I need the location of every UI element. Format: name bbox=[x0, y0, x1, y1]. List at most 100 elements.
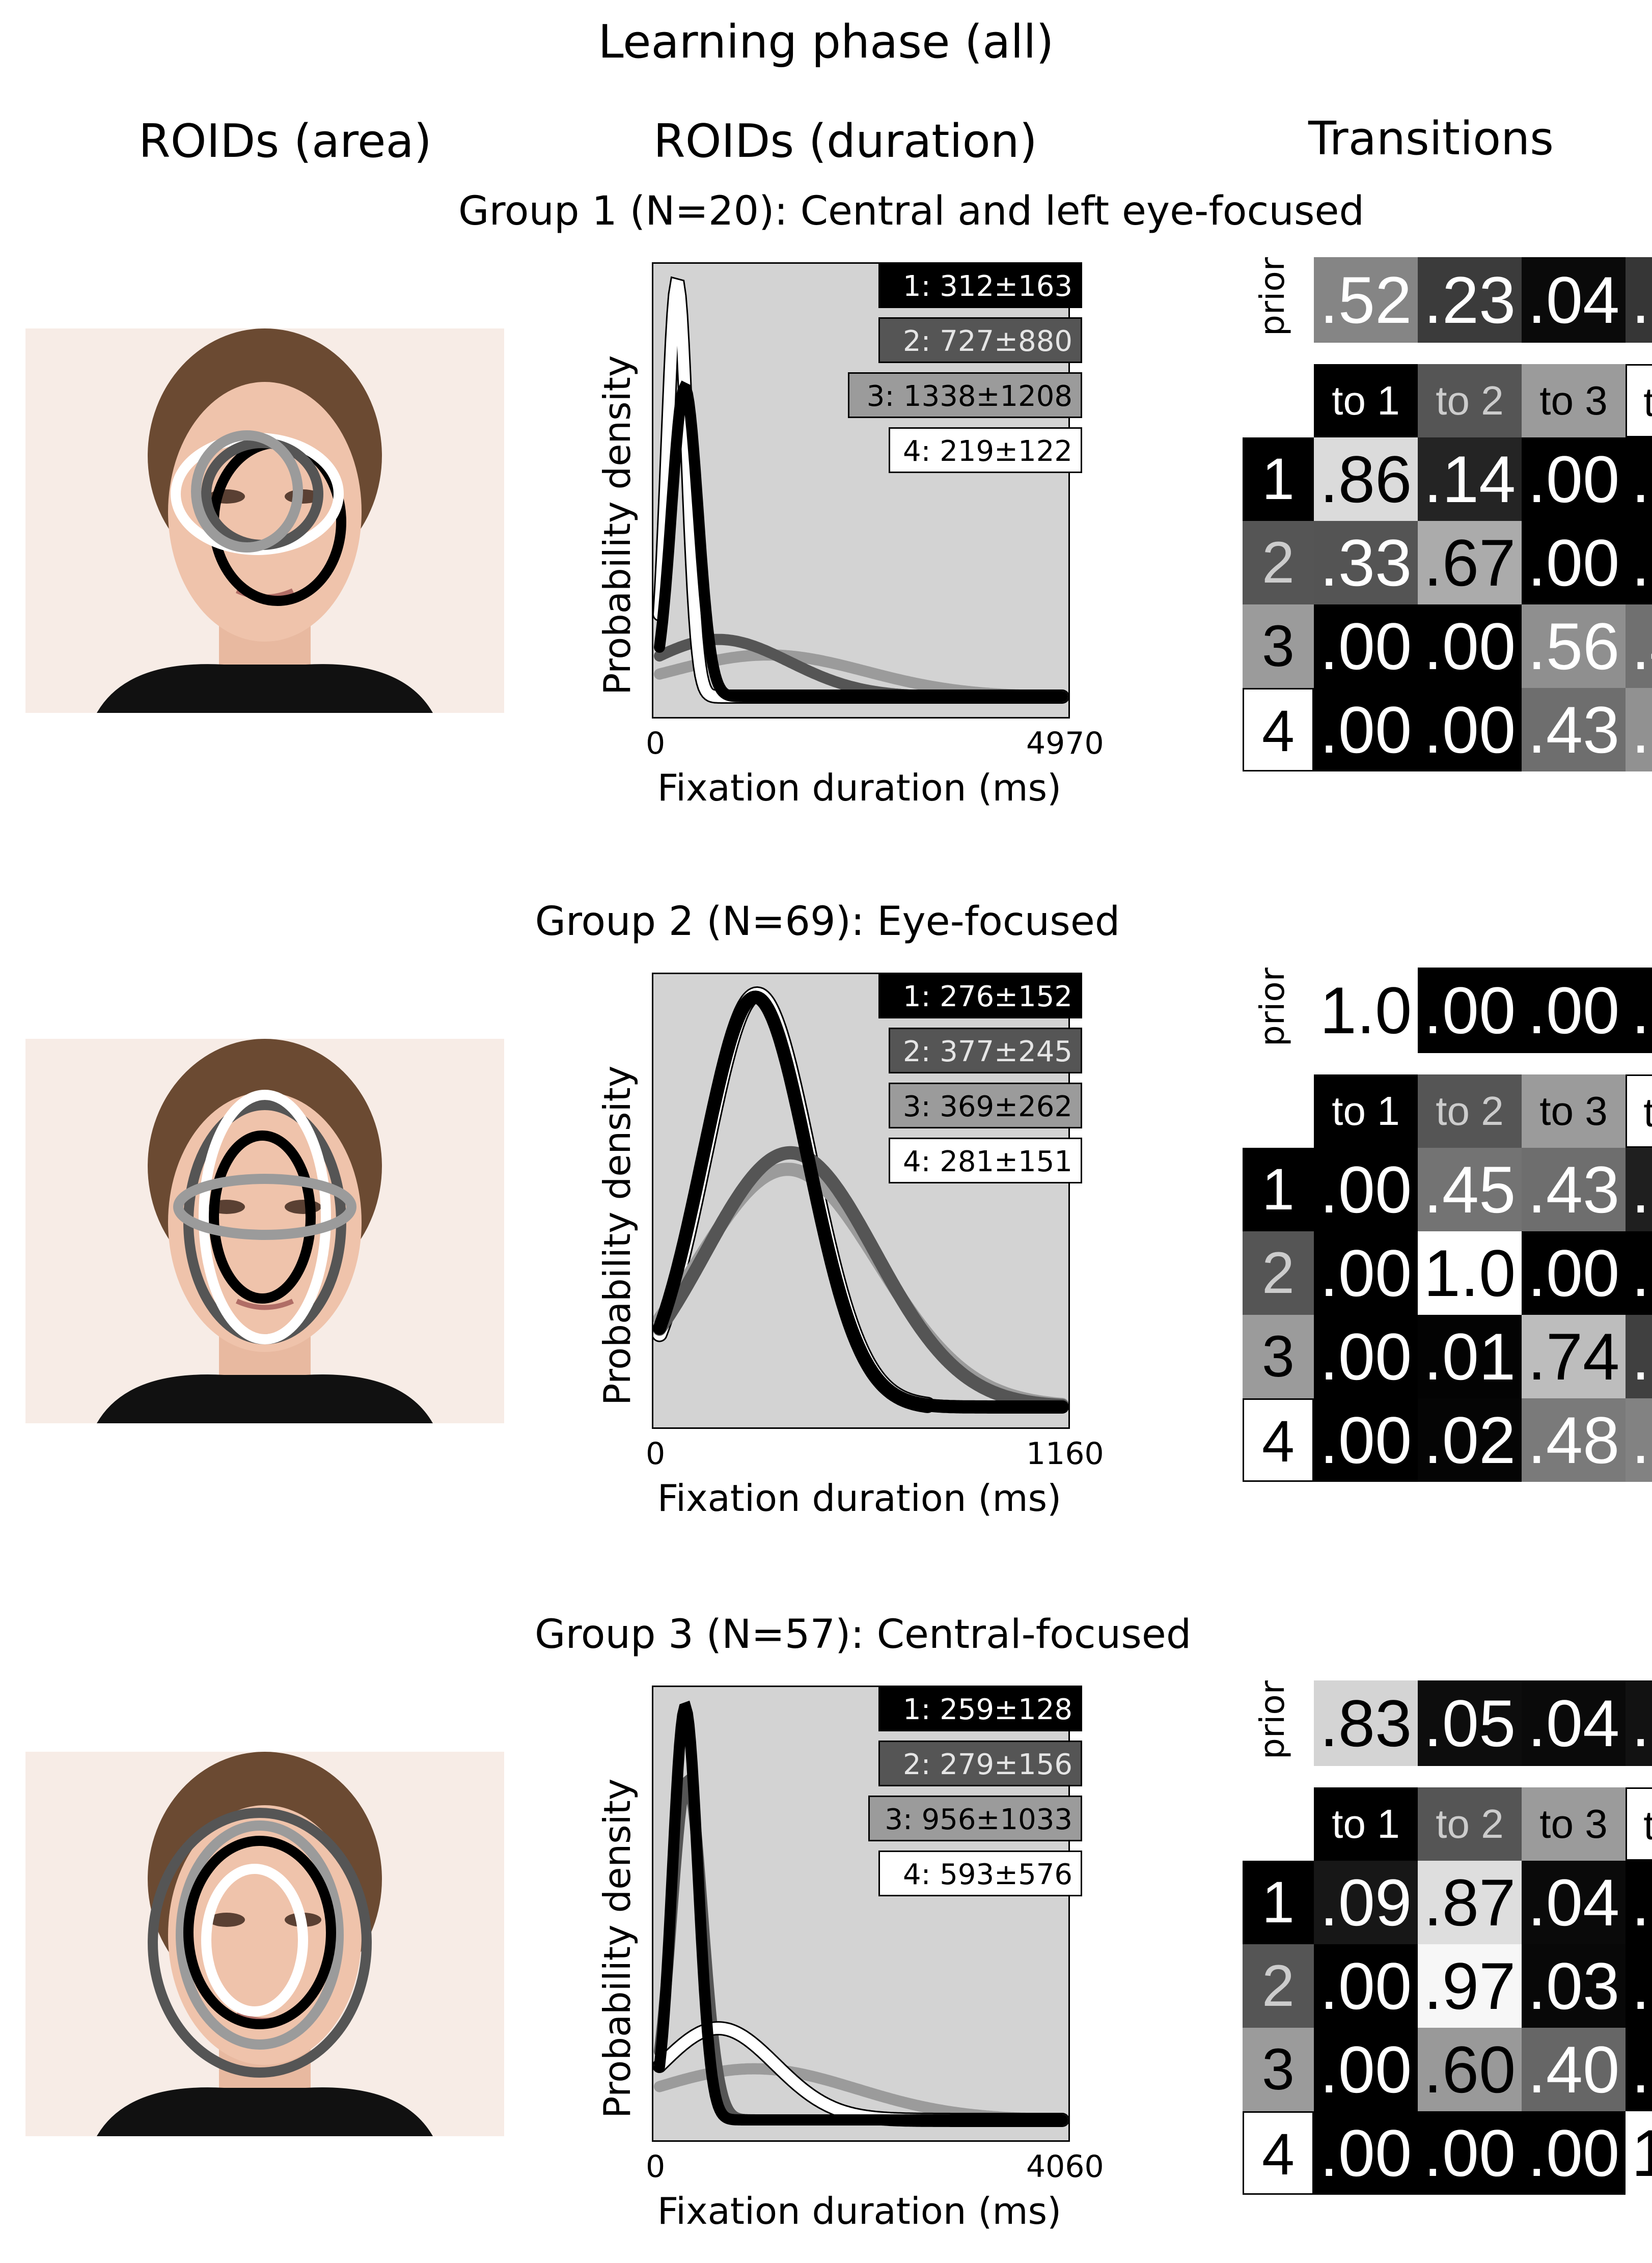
legend-entry-4: 4: 593±576 bbox=[878, 1851, 1082, 1896]
transition-cell: .00 bbox=[1314, 688, 1418, 771]
prior-cell-3: .04 bbox=[1522, 257, 1626, 343]
transition-row-label-4: 4 bbox=[1243, 1398, 1314, 1482]
transition-cell: .44 bbox=[1626, 604, 1652, 688]
transition-row-label-4: 4 bbox=[1243, 2111, 1314, 2195]
roi-ellipse-1 bbox=[209, 1130, 316, 1304]
density-curve-1 bbox=[654, 1700, 1068, 2126]
column-header-transitions: Transitions bbox=[1308, 112, 1554, 165]
density-curve-2 bbox=[653, 1146, 1068, 1412]
transition-cell: .00 bbox=[1626, 437, 1652, 521]
transition-cell: .00 bbox=[1418, 2111, 1522, 2195]
transition-header-1: to 1 bbox=[1314, 1074, 1418, 1148]
density-svg bbox=[653, 276, 1068, 704]
density-svg bbox=[653, 1700, 1068, 2127]
roi-ellipse-3 bbox=[176, 1820, 344, 2050]
legend-entry-4: 4: 281±151 bbox=[889, 1138, 1082, 1183]
transition-cell: .12 bbox=[1626, 1148, 1652, 1231]
x-tick-min: 0 bbox=[646, 726, 666, 761]
transition-header-3: to 3 bbox=[1522, 1787, 1626, 1861]
x-axis-label: Fixation duration (ms) bbox=[657, 2190, 1062, 2232]
legend-entry-1: 1: 259±128 bbox=[878, 1686, 1082, 1731]
legend-entry-1: 1: 312±163 bbox=[878, 262, 1082, 308]
roi-ellipse-3 bbox=[191, 430, 303, 553]
transition-cell: .04 bbox=[1522, 1861, 1626, 1944]
transition-header-1: to 1 bbox=[1314, 1787, 1418, 1861]
face-svg bbox=[97, 1752, 433, 2136]
transition-cell: .86 bbox=[1314, 437, 1418, 521]
transition-cell: .00 bbox=[1522, 2111, 1626, 2195]
transition-cell: .67 bbox=[1418, 521, 1522, 604]
shirt-shape bbox=[97, 2087, 433, 2136]
transition-row-label-1: 1 bbox=[1243, 1861, 1314, 1944]
face-image bbox=[25, 328, 504, 713]
density-svg bbox=[653, 986, 1068, 1414]
roi-ellipse-4 bbox=[201, 1864, 308, 2017]
legend-entry-3: 3: 956±1033 bbox=[868, 1796, 1082, 1841]
face-svg bbox=[97, 1039, 433, 1423]
roi-ellipse-1 bbox=[183, 1836, 336, 2029]
transition-cell: .87 bbox=[1418, 1861, 1522, 1944]
group-title: Group 2 (N=69): Eye-focused bbox=[535, 899, 1120, 945]
legend-entry-2: 2: 279±156 bbox=[878, 1741, 1082, 1786]
x-tick-max: 1160 bbox=[1026, 1436, 1104, 1472]
transition-cell: .74 bbox=[1522, 1315, 1626, 1398]
prior-cell-2: .23 bbox=[1418, 257, 1522, 343]
transition-cell: .01 bbox=[1418, 1315, 1522, 1398]
transition-row-label-3: 3 bbox=[1243, 1315, 1314, 1398]
transition-cell: .02 bbox=[1418, 1398, 1522, 1482]
legend-entry-2: 2: 727±880 bbox=[878, 317, 1082, 363]
transition-cell: .45 bbox=[1418, 1148, 1522, 1231]
x-axis-label: Fixation duration (ms) bbox=[657, 766, 1062, 809]
transition-cell: .00 bbox=[1314, 1148, 1418, 1231]
transition-cell: .43 bbox=[1522, 688, 1626, 771]
transition-cell: .00 bbox=[1626, 1944, 1652, 2028]
figure-title: Learning phase (all) bbox=[598, 15, 1054, 69]
x-tick-max: 4060 bbox=[1026, 2149, 1104, 2185]
transition-cell: .00 bbox=[1314, 1944, 1418, 2028]
transition-cell: .40 bbox=[1522, 2028, 1626, 2111]
x-tick-min: 0 bbox=[646, 2149, 666, 2185]
transition-cell: .14 bbox=[1418, 437, 1522, 521]
transition-cell: .03 bbox=[1522, 1944, 1626, 2028]
transition-header-2: to 2 bbox=[1418, 1074, 1522, 1148]
transition-cell: .60 bbox=[1418, 2028, 1522, 2111]
transition-row-label-2: 2 bbox=[1243, 1231, 1314, 1315]
transition-row-label-1: 1 bbox=[1243, 437, 1314, 521]
transition-cell: .51 bbox=[1626, 1398, 1652, 1482]
eye-shape bbox=[208, 1913, 245, 1927]
prior-label: prior bbox=[1253, 257, 1292, 336]
transition-cell: .00 bbox=[1522, 437, 1626, 521]
x-tick-max: 4970 bbox=[1026, 726, 1104, 761]
group-title: Group 3 (N=57): Central-focused bbox=[535, 1612, 1192, 1658]
x-axis-label: Fixation duration (ms) bbox=[657, 1477, 1062, 1520]
transition-cell: .09 bbox=[1314, 1861, 1418, 1944]
y-axis-label: Probability density bbox=[596, 1065, 639, 1405]
transition-cell: .00 bbox=[1314, 1315, 1418, 1398]
transition-cell: .00 bbox=[1418, 604, 1522, 688]
transition-cell: .25 bbox=[1626, 1315, 1652, 1398]
density-curve-1 bbox=[654, 380, 1068, 702]
transition-header-4: to 4 bbox=[1626, 364, 1652, 437]
density-curve-1 bbox=[653, 990, 1068, 1414]
prior-cell-3: .00 bbox=[1522, 968, 1626, 1053]
prior-cell-4: .21 bbox=[1626, 257, 1652, 343]
transition-row-label-2: 2 bbox=[1243, 521, 1314, 604]
prior-label: prior bbox=[1253, 1680, 1292, 1759]
density-curve-3 bbox=[653, 1163, 1068, 1412]
transition-cell: .00 bbox=[1314, 2111, 1418, 2195]
roi-ellipse-3 bbox=[173, 1174, 356, 1240]
legend-entry-4: 4: 219±122 bbox=[889, 427, 1082, 473]
transition-cell: .57 bbox=[1626, 688, 1652, 771]
transition-cell: .97 bbox=[1418, 1944, 1522, 2028]
legend-entry-1: 1: 276±152 bbox=[878, 973, 1082, 1018]
transition-cell: .00 bbox=[1626, 1231, 1652, 1315]
transition-header-2: to 2 bbox=[1418, 364, 1522, 437]
transition-cell: .00 bbox=[1314, 1231, 1418, 1315]
prior-cell-4: .07 bbox=[1626, 1680, 1652, 1766]
prior-cell-2: .05 bbox=[1418, 1680, 1522, 1766]
transition-cell: .56 bbox=[1522, 604, 1626, 688]
column-header-duration: ROIDs (duration) bbox=[653, 115, 1037, 168]
transition-cell: .00 bbox=[1626, 2028, 1652, 2111]
transition-cell: .33 bbox=[1314, 521, 1418, 604]
face-image bbox=[25, 1039, 504, 1423]
